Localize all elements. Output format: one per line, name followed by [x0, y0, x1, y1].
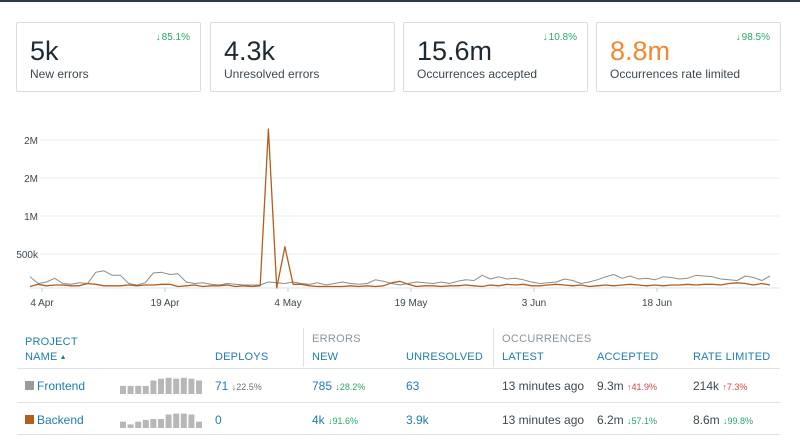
sparkline-bar	[150, 380, 157, 394]
card-label: Occurrences accepted	[417, 67, 538, 81]
y-tick-label: 1M	[24, 212, 38, 223]
sparkline-bar	[196, 421, 202, 428]
occurrences-group-header: OCCURRENCES	[502, 333, 592, 345]
project-color-swatch	[25, 415, 34, 424]
y-tick-label: 2M	[24, 174, 38, 185]
new-cell: 785 ↓28.2%	[312, 379, 366, 393]
top-bar	[0, 0, 800, 2]
sparkline-bar	[127, 385, 134, 394]
sparkline-bar	[127, 424, 134, 428]
arrow-up-icon: ↑	[722, 382, 727, 392]
card-value: 8.8m	[610, 36, 671, 66]
sparkline-bar	[135, 421, 142, 428]
new-errors-card[interactable]: 5k New errors ↓ 85.1%	[16, 22, 201, 92]
card-value: 5k	[30, 36, 59, 66]
rate-limited-cell: 214k ↑7.3%	[693, 379, 748, 393]
x-tick-label: 18 Jun	[642, 298, 672, 309]
arrow-down-icon: ↓	[155, 32, 161, 43]
arrow-down-icon: ↓	[335, 382, 340, 392]
arrow-down-icon: ↓	[542, 32, 548, 43]
sparkline-bar	[188, 414, 195, 428]
card-label: New errors	[30, 67, 89, 81]
sparkline-bar	[120, 421, 126, 428]
accepted-cell: 9.3m ↑41.9%	[597, 379, 658, 393]
rate-limited-header[interactable]: RATE LIMITED	[693, 351, 771, 363]
row-divider	[17, 434, 780, 435]
project-header: PROJECT	[25, 336, 78, 348]
projects-table: ERRORS OCCURRENCES PROJECT NAME ▲ DEPLOYS…	[0, 328, 800, 437]
sparkline-bar	[180, 377, 187, 394]
x-tick-label: 4 May	[274, 298, 301, 309]
card-label: Unresolved errors	[224, 67, 320, 81]
sparkline-bar	[158, 419, 164, 428]
y-tick-label: 500k	[16, 250, 39, 261]
arrow-down-icon: ↓	[723, 416, 728, 426]
project-color-swatch	[25, 381, 34, 390]
accepted-header[interactable]: ACCEPTED	[597, 351, 659, 363]
occurrences-chart[interactable]: 500k 1M 2M 2M 4 Apr 19 Apr 4 May 19 May 3 Jun 18 …	[0, 110, 800, 315]
x-tick-label: 19 May	[395, 298, 428, 309]
row-divider	[17, 368, 780, 369]
unresolved-cell[interactable]: 3.9k	[406, 413, 429, 427]
deploys-cell[interactable]: 0	[215, 413, 222, 427]
sparkline-bar	[142, 419, 149, 428]
accepted-cell: 6.2m ↓57.1%	[597, 413, 658, 427]
sparkline-bar	[180, 413, 187, 428]
errors-group-header: ERRORS	[312, 333, 361, 345]
sparkline-bar	[142, 385, 149, 394]
sparkline-bar	[188, 378, 195, 394]
column-divider	[303, 328, 304, 367]
sparkline-bar	[150, 419, 157, 428]
sparkline	[120, 377, 202, 394]
card-delta: ↓ 10.8%	[542, 32, 577, 43]
row-divider	[17, 402, 780, 403]
occurrences-accepted-card[interactable]: 15.6m Occurrences accepted ↓ 10.8%	[403, 22, 588, 92]
card-value: 4.3k	[224, 36, 276, 66]
sparkline-bar	[165, 414, 172, 428]
unresolved-header[interactable]: UNRESOLVED	[406, 351, 483, 363]
x-tick-label: 3 Jun	[522, 298, 546, 309]
card-delta: ↓ 85.1%	[155, 32, 190, 43]
sparkline-bar	[196, 380, 202, 394]
latest-cell: 13 minutes ago	[502, 379, 585, 393]
card-value: 15.6m	[417, 36, 493, 66]
series-line-orange	[29, 128, 771, 289]
x-tick-label: 4 Apr	[30, 298, 54, 309]
arrow-down-icon: ↓	[328, 416, 333, 426]
sparkline-bar	[158, 378, 164, 394]
series-line-gray	[29, 270, 771, 286]
unresolved-cell[interactable]: 63	[406, 379, 420, 393]
unresolved-errors-card[interactable]: 4.3k Unresolved errors	[210, 22, 395, 92]
project-name-link[interactable]: Frontend	[37, 379, 86, 393]
arrow-down-icon: ↓	[627, 416, 632, 426]
card-delta: ↓ 98.5%	[735, 32, 770, 43]
arrow-down-icon: ↓	[735, 32, 741, 43]
latest-header[interactable]: LATEST	[502, 351, 544, 363]
sort-by-name-header[interactable]: NAME ▲	[25, 351, 67, 363]
arrow-up-icon: ↑	[627, 382, 632, 392]
deploys-cell: 71 ↓22.5%	[215, 379, 262, 393]
new-cell: 4k ↓91.6%	[312, 413, 359, 427]
rate-limited-cell: 8.6m ↓99.8%	[693, 413, 754, 427]
deploys-header[interactable]: DEPLOYS	[215, 351, 269, 363]
project-name-link[interactable]: Backend	[37, 413, 84, 427]
latest-cell: 13 minutes ago	[502, 413, 585, 427]
sparkline-bar	[173, 413, 180, 428]
sparkline-bar	[173, 378, 180, 394]
x-tick-label: 19 Apr	[151, 298, 181, 309]
sparkline-bar	[135, 385, 142, 394]
chart-svg: 500k 1M 2M 2M 4 Apr 19 Apr 4 May 19 May 3 Jun 18 …	[16, 128, 780, 309]
sort-asc-icon: ▲	[59, 353, 67, 361]
sparkline-bar	[120, 385, 126, 394]
y-tick-label: 2M	[24, 136, 38, 147]
new-header[interactable]: NEW	[312, 351, 339, 363]
arrow-down-icon: ↓	[231, 382, 237, 392]
sparkline-bar	[165, 377, 172, 394]
column-divider	[493, 328, 494, 367]
card-label: Occurrences rate limited	[610, 67, 741, 81]
sparkline	[120, 413, 202, 428]
occurrences-rate-limited-card[interactable]: 8.8m Occurrences rate limited ↓ 98.5%	[596, 22, 781, 92]
